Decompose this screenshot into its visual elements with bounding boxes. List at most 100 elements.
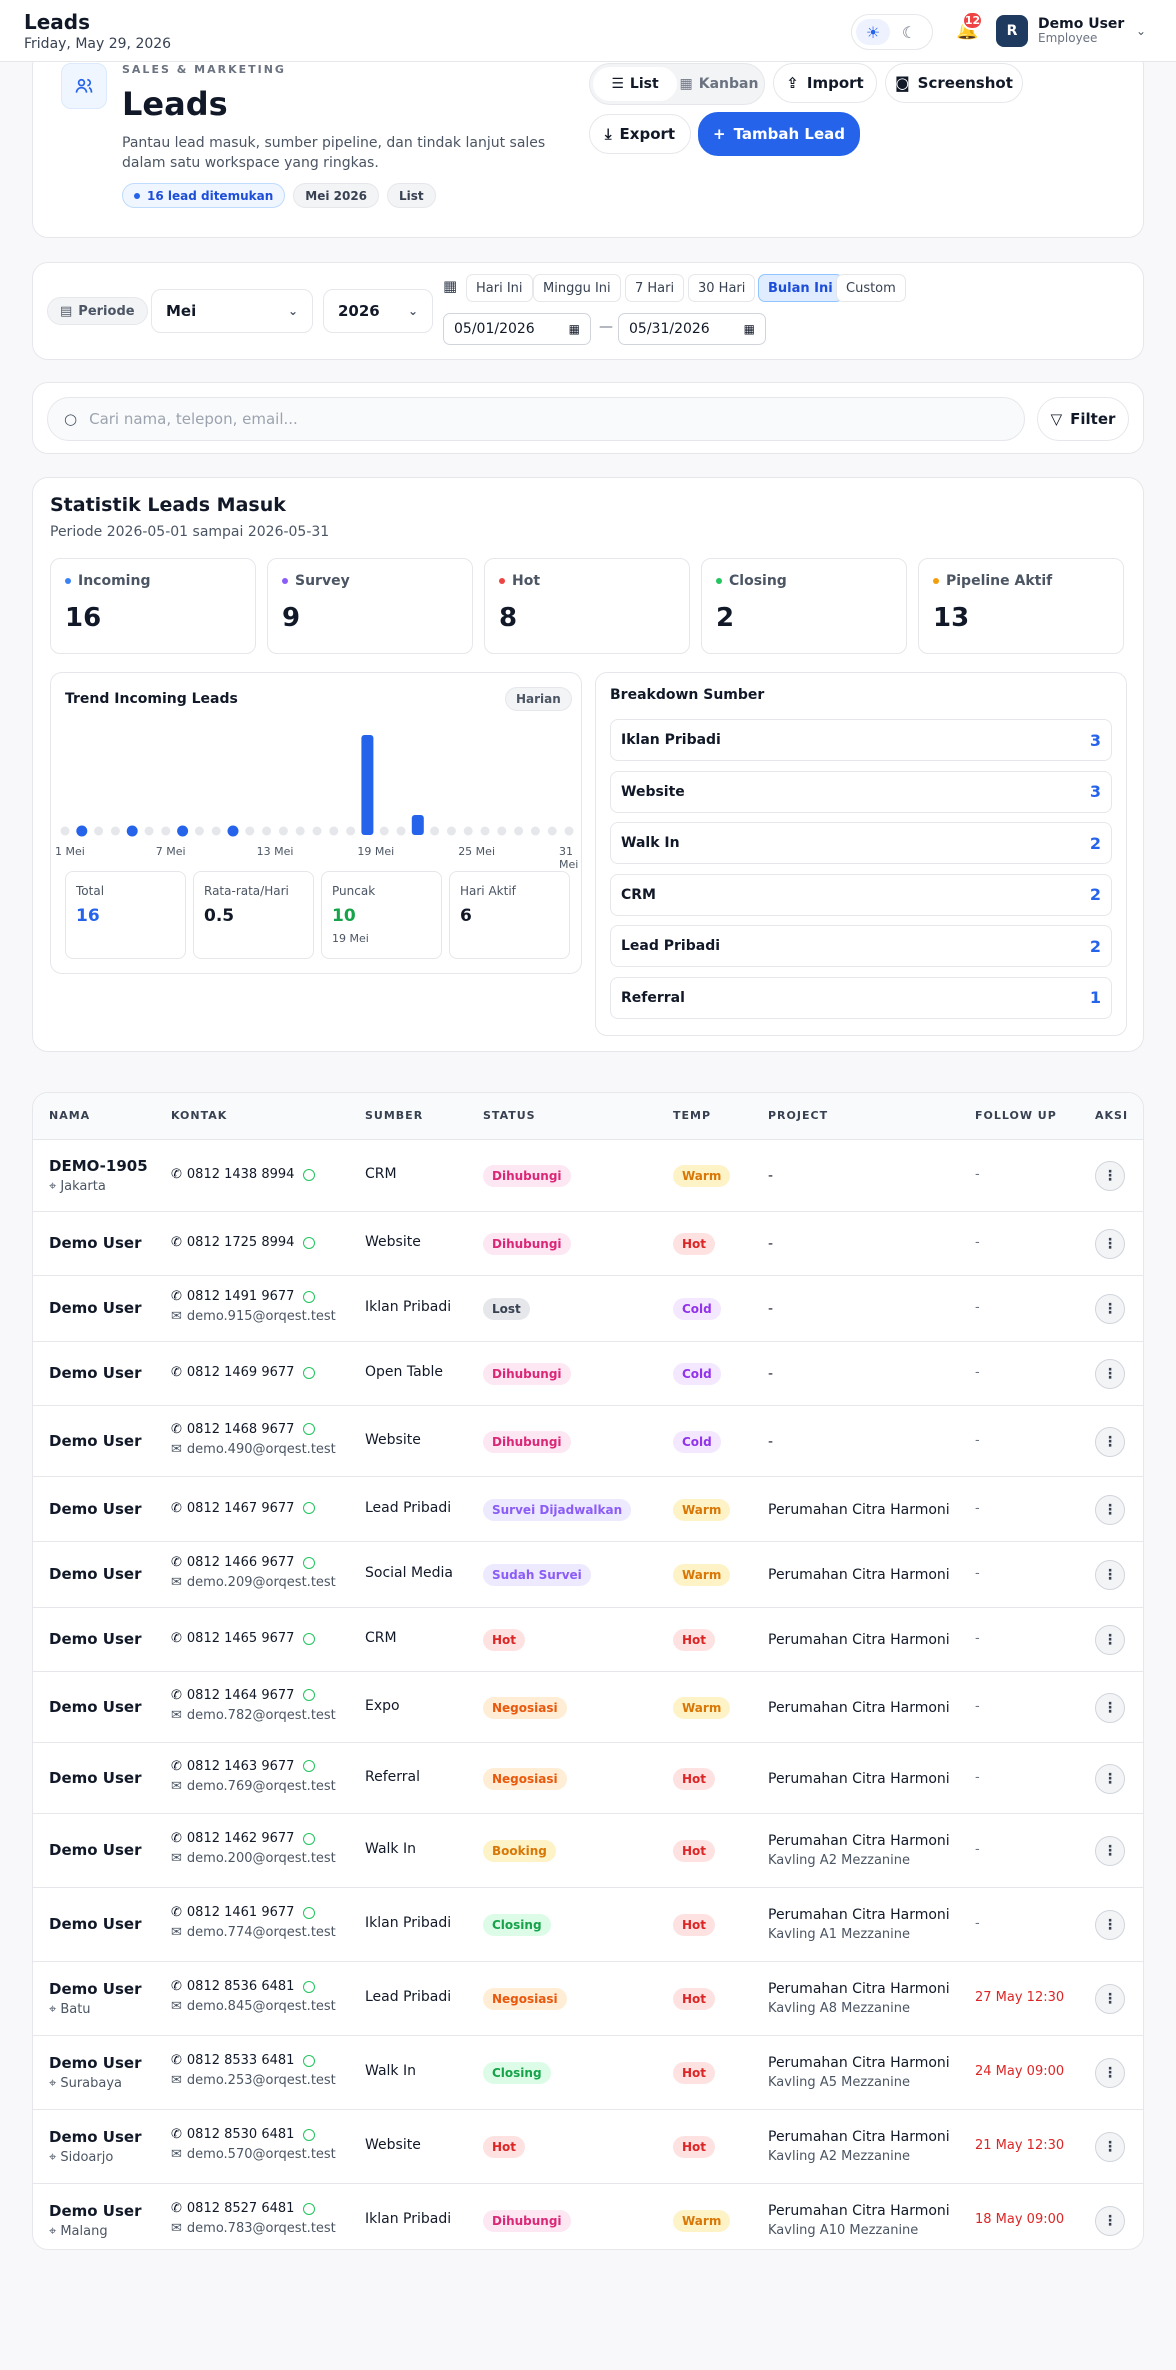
table-row[interactable]: Demo User ✆ 0812 1467 9677 Lead Pribadi Surv…	[33, 1477, 1143, 1542]
lead-name[interactable]: DEMO-1905	[49, 1157, 148, 1175]
lead-name[interactable]: Demo User	[49, 1565, 142, 1583]
table-row[interactable]: Demo User ⌖ Malang ✆ 0812 8527 6481 ✉ demo.783…	[33, 2184, 1143, 2249]
table-row[interactable]: Demo User ✆ 0812 1725 8994 Website Dihubungi…	[33, 1212, 1143, 1276]
search-input[interactable]: ○ Cari nama, telepon, email...	[47, 397, 1025, 441]
more-vertical-icon[interactable]: ⋮	[1095, 1494, 1125, 1525]
phone-line[interactable]: ✆ 0812 1466 9677	[171, 1555, 336, 1570]
filter-button[interactable]: ▽ Filter	[1037, 397, 1129, 441]
phone-line[interactable]: ✆ 0812 8527 6481	[171, 2201, 336, 2216]
view-kanban-button[interactable]: ▦ Kanban	[677, 67, 761, 101]
phone-line[interactable]: ✆ 0812 1725 8994	[171, 1235, 316, 1250]
whatsapp-icon[interactable]	[303, 1236, 316, 1249]
date-to-input[interactable]: 05/31/2026 ▦	[618, 313, 766, 345]
email-line[interactable]: ✉ demo.253@orqest.test	[171, 2073, 336, 2088]
phone-line[interactable]: ✆ 0812 1462 9677	[171, 1831, 336, 1846]
theme-toggle[interactable]: ☀ ☾	[851, 14, 933, 50]
year-select[interactable]: 2026 ⌄	[323, 289, 433, 333]
email-line[interactable]: ✉ demo.782@orqest.test	[171, 1708, 336, 1723]
phone-line[interactable]: ✆ 0812 1461 9677	[171, 1905, 336, 1920]
whatsapp-icon[interactable]	[303, 1502, 316, 1514]
email-line[interactable]: ✉ demo.769@orqest.test	[171, 1779, 336, 1794]
whatsapp-icon[interactable]	[303, 1556, 316, 1569]
table-row[interactable]: Demo User ⌖ Sidoarjo ✆ 0812 8530 6481 ✉ demo.5…	[33, 2110, 1143, 2184]
trend-mode-badge[interactable]: Harian	[505, 687, 572, 711]
moon-icon[interactable]: ☾	[901, 22, 917, 42]
table-row[interactable]: Demo User ✆ 0812 1468 9677 ✉ demo.490@orqest…	[33, 1406, 1143, 1477]
import-button[interactable]: ⇪ Import	[773, 63, 877, 103]
whatsapp-icon[interactable]	[303, 1290, 316, 1303]
phone-line[interactable]: ✆ 0812 1438 8994	[171, 1167, 316, 1182]
lead-name[interactable]: Demo User	[49, 1841, 142, 1859]
phone-line[interactable]: ✆ 0812 1491 9677	[171, 1289, 336, 1304]
email-line[interactable]: ✉ demo.200@orqest.test	[171, 1851, 336, 1866]
quick-7days-button[interactable]: 7 Hari	[625, 274, 685, 302]
date-from-input[interactable]: 05/01/2026 ▦	[443, 313, 591, 345]
phone-line[interactable]: ✆ 0812 1467 9677	[171, 1501, 316, 1516]
email-line[interactable]: ✉ demo.570@orqest.test	[171, 2147, 336, 2162]
more-vertical-icon[interactable]: ⋮	[1095, 1161, 1125, 1191]
phone-line[interactable]: ✆ 0812 8533 6481	[171, 2053, 336, 2068]
table-row[interactable]: Demo User ✆ 0812 1466 9677 ✉ demo.209@orqest…	[33, 1542, 1143, 1608]
add-lead-button[interactable]: + Tambah Lead	[698, 112, 860, 156]
whatsapp-icon[interactable]	[303, 1168, 316, 1181]
lead-name[interactable]: Demo User	[49, 1697, 142, 1716]
table-row[interactable]: Demo User ✆ 0812 1461 9677 ✉ demo.774@orqest…	[33, 1888, 1143, 1962]
more-vertical-icon[interactable]: ⋮	[1095, 1910, 1125, 1940]
lead-name[interactable]: Demo User	[49, 2202, 142, 2220]
whatsapp-icon[interactable]	[303, 1760, 316, 1772]
quick-custom-button[interactable]: Custom	[836, 274, 906, 302]
more-vertical-icon[interactable]: ⋮	[1095, 1359, 1125, 1389]
table-row[interactable]: Demo User ⌖ Batu ✆ 0812 8536 6481 ✉ demo.845@o…	[33, 1962, 1143, 2036]
more-vertical-icon[interactable]: ⋮	[1095, 1294, 1125, 1324]
quick-month-button[interactable]: Bulan Ini	[758, 274, 843, 302]
whatsapp-icon[interactable]	[303, 2054, 316, 2067]
whatsapp-icon[interactable]	[303, 1423, 316, 1435]
phone-line[interactable]: ✆ 0812 1464 9677	[171, 1688, 336, 1703]
whatsapp-icon[interactable]	[303, 2202, 316, 2215]
phone-line[interactable]: ✆ 0812 1468 9677	[171, 1422, 336, 1437]
email-line[interactable]: ✉ demo.783@orqest.test	[171, 2221, 336, 2236]
lead-name[interactable]: Demo User	[49, 1499, 142, 1518]
table-row[interactable]: Demo User ✆ 0812 1465 9677 CRM Hot Hot Perumah…	[33, 1608, 1143, 1672]
quick-week-button[interactable]: Minggu Ini	[533, 274, 621, 302]
table-row[interactable]: Demo User ✆ 0812 1463 9677 ✉ demo.769@orqest…	[33, 1743, 1143, 1814]
whatsapp-icon[interactable]	[303, 1906, 316, 1919]
whatsapp-icon[interactable]	[303, 1689, 316, 1701]
lead-name[interactable]: Demo User	[49, 2054, 142, 2072]
more-vertical-icon[interactable]: ⋮	[1095, 1692, 1125, 1723]
month-select[interactable]: Mei ⌄	[151, 289, 313, 333]
phone-line[interactable]: ✆ 0812 1463 9677	[171, 1759, 336, 1774]
whatsapp-icon[interactable]	[303, 1832, 316, 1845]
email-line[interactable]: ✉ demo.490@orqest.test	[171, 1442, 336, 1457]
lead-name[interactable]: Demo User	[49, 2128, 142, 2146]
lead-name[interactable]: Demo User	[49, 1364, 142, 1382]
lead-name[interactable]: Demo User	[49, 1234, 142, 1252]
email-line[interactable]: ✉ demo.774@orqest.test	[171, 1925, 336, 1940]
whatsapp-icon[interactable]	[303, 1366, 316, 1379]
table-row[interactable]: DEMO-1905 ⌖ Jakarta ✆ 0812 1438 8994 CRM Dihub…	[33, 1140, 1143, 1212]
table-row[interactable]: Demo User ⌖ Surabaya ✆ 0812 8533 6481 ✉ demo.2…	[33, 2036, 1143, 2110]
whatsapp-icon[interactable]	[303, 1980, 316, 1993]
table-row[interactable]: Demo User ✆ 0812 1462 9677 ✉ demo.200@orqest…	[33, 1814, 1143, 1888]
email-line[interactable]: ✉ demo.845@orqest.test	[171, 1999, 336, 2014]
more-vertical-icon[interactable]: ⋮	[1095, 1560, 1125, 1590]
whatsapp-icon[interactable]	[303, 2128, 316, 2141]
sun-icon[interactable]: ☀	[856, 19, 890, 45]
lead-name[interactable]: Demo User	[49, 1915, 142, 1933]
lead-name[interactable]: Demo User	[49, 1431, 142, 1450]
table-row[interactable]: Demo User ✆ 0812 1469 9677 Open Table Dihubu…	[33, 1342, 1143, 1406]
more-vertical-icon[interactable]: ⋮	[1095, 1763, 1125, 1794]
more-vertical-icon[interactable]: ⋮	[1095, 1426, 1125, 1457]
more-vertical-icon[interactable]: ⋮	[1095, 2058, 1125, 2088]
more-vertical-icon[interactable]: ⋮	[1095, 1229, 1125, 1259]
phone-line[interactable]: ✆ 0812 8530 6481	[171, 2127, 336, 2142]
quick-today-button[interactable]: Hari Ini	[466, 274, 533, 302]
screenshot-button[interactable]: ◙ Screenshot	[885, 63, 1023, 103]
table-row[interactable]: Demo User ✆ 0812 1491 9677 ✉ demo.915@orqest…	[33, 1276, 1143, 1342]
lead-name[interactable]: Demo User	[49, 1768, 142, 1787]
export-button[interactable]: ⤓ Export	[589, 114, 691, 154]
view-list-button[interactable]: ☰ List	[593, 67, 677, 101]
phone-line[interactable]: ✆ 0812 8536 6481	[171, 1979, 336, 1994]
phone-line[interactable]: ✆ 0812 1465 9677	[171, 1631, 316, 1646]
quick-30days-button[interactable]: 30 Hari	[688, 274, 756, 302]
